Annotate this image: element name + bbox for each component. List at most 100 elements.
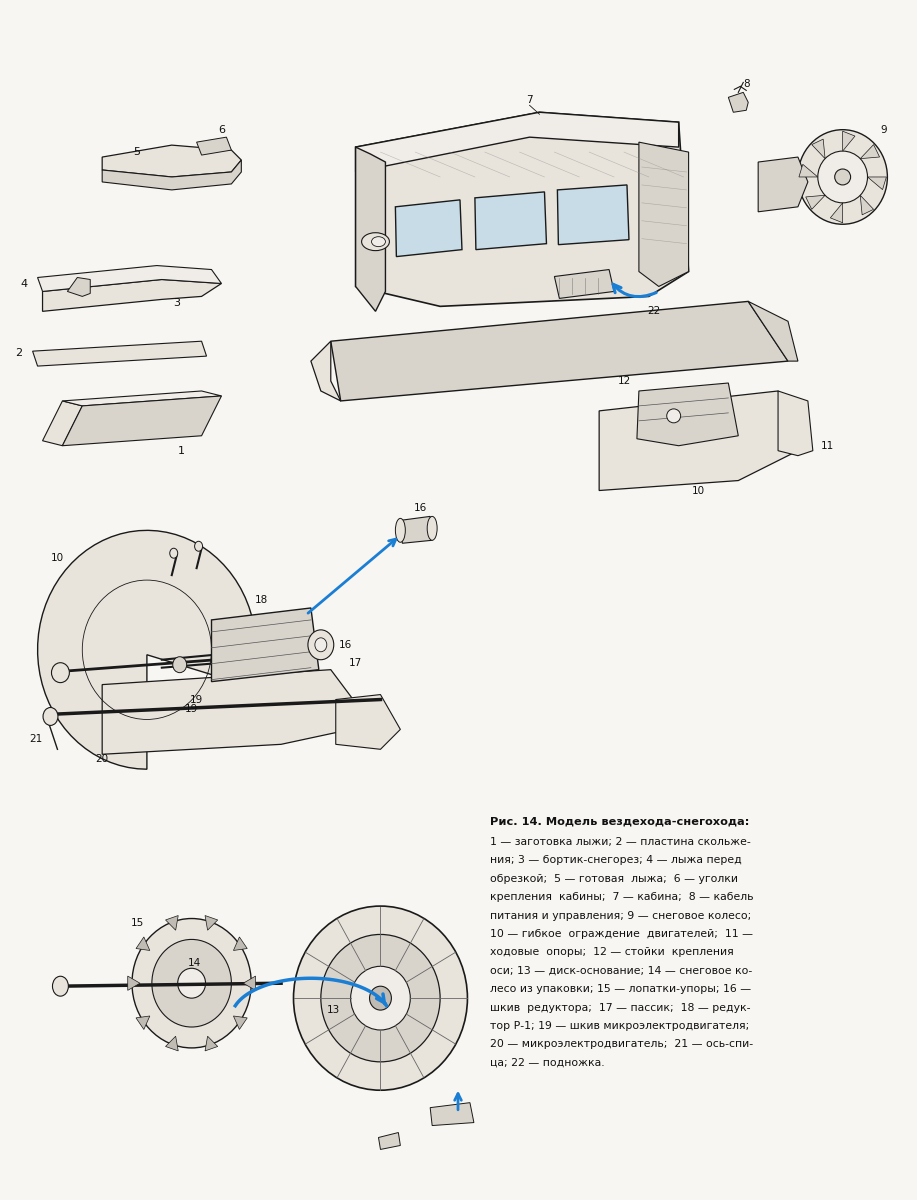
Text: 17: 17 (349, 658, 362, 667)
Text: 21: 21 (29, 734, 42, 744)
Ellipse shape (293, 906, 468, 1091)
Ellipse shape (371, 236, 385, 247)
Polygon shape (205, 916, 217, 930)
Text: 15: 15 (130, 918, 144, 929)
Polygon shape (860, 196, 874, 215)
Text: питания и управления; 9 — снеговое колесо;: питания и управления; 9 — снеговое колес… (490, 911, 751, 920)
Polygon shape (136, 937, 149, 950)
Text: 8: 8 (743, 79, 749, 89)
Ellipse shape (395, 518, 405, 542)
Polygon shape (127, 976, 140, 990)
Text: 10: 10 (50, 553, 64, 563)
Polygon shape (758, 157, 808, 212)
Text: 5: 5 (134, 148, 140, 157)
Text: 3: 3 (173, 299, 181, 308)
Text: шкив  редуктора;  17 — пассик;  18 — редук-: шкив редуктора; 17 — пассик; 18 — редук- (490, 1003, 750, 1013)
Text: 20 — микроэлектродвигатель;  21 — ось-спи-: 20 — микроэлектродвигатель; 21 — ось-спи… (490, 1039, 753, 1050)
Polygon shape (860, 144, 879, 158)
Text: ния; 3 — бортик-снегорез; 4 — лыжа перед: ния; 3 — бортик-снегорез; 4 — лыжа перед (490, 856, 742, 865)
Polygon shape (38, 265, 221, 292)
Polygon shape (356, 148, 385, 311)
Polygon shape (38, 530, 256, 769)
Ellipse shape (132, 918, 251, 1048)
Polygon shape (812, 139, 825, 158)
Text: лесо из упаковки; 15 — лопатки-упоры; 16 —: лесо из упаковки; 15 — лопатки-упоры; 16… (490, 984, 751, 995)
Ellipse shape (178, 968, 205, 998)
Ellipse shape (427, 516, 437, 540)
Text: 14: 14 (188, 959, 201, 968)
Text: 16: 16 (414, 504, 426, 514)
Polygon shape (212, 608, 319, 682)
Text: 1: 1 (178, 445, 185, 456)
Polygon shape (356, 113, 679, 172)
Ellipse shape (170, 548, 178, 558)
Ellipse shape (798, 130, 888, 224)
Text: 12: 12 (617, 376, 631, 386)
Text: 2: 2 (16, 348, 23, 358)
Text: 19: 19 (190, 695, 204, 704)
Ellipse shape (321, 935, 440, 1062)
Polygon shape (830, 203, 843, 223)
Polygon shape (42, 401, 83, 445)
Text: 16: 16 (339, 640, 352, 649)
Polygon shape (748, 301, 798, 361)
Text: Рис. 14. Модель вездехода-снегохода:: Рис. 14. Модель вездехода-снегохода: (490, 817, 749, 827)
Polygon shape (331, 301, 788, 401)
Polygon shape (33, 341, 206, 366)
Polygon shape (639, 142, 689, 287)
Text: оси; 13 — диск-основание; 14 — снеговое ко-: оси; 13 — диск-основание; 14 — снеговое … (490, 966, 752, 976)
Ellipse shape (43, 708, 58, 726)
Text: 11: 11 (821, 440, 834, 451)
Ellipse shape (361, 233, 390, 251)
Polygon shape (102, 670, 360, 755)
Polygon shape (558, 185, 629, 245)
Polygon shape (196, 137, 231, 155)
Polygon shape (62, 396, 221, 445)
Polygon shape (637, 383, 738, 445)
Text: 1 — заготовка лыжи; 2 — пластина скольже-: 1 — заготовка лыжи; 2 — пластина скольже… (490, 836, 750, 847)
Polygon shape (42, 280, 221, 311)
Text: 10: 10 (692, 486, 705, 496)
Text: тор Р-1; 19 — шкив микроэлектродвигателя;: тор Р-1; 19 — шкив микроэлектродвигателя… (490, 1021, 749, 1031)
Polygon shape (67, 277, 90, 296)
Polygon shape (234, 937, 248, 950)
Text: 7: 7 (526, 95, 533, 106)
Polygon shape (395, 200, 462, 257)
Polygon shape (166, 1037, 178, 1051)
Text: 20: 20 (95, 755, 109, 764)
Polygon shape (102, 145, 241, 176)
Polygon shape (599, 391, 798, 491)
Polygon shape (62, 391, 221, 406)
Ellipse shape (194, 541, 203, 551)
Text: обрезкой;  5 — готовая  лыжа;  6 — уголки: обрезкой; 5 — готовая лыжа; 6 — уголки (490, 874, 738, 883)
Text: 19: 19 (185, 704, 198, 714)
Polygon shape (401, 516, 432, 544)
Polygon shape (778, 391, 812, 456)
Polygon shape (430, 1103, 474, 1126)
Polygon shape (166, 916, 178, 930)
Text: 18: 18 (255, 595, 268, 605)
Text: 13: 13 (327, 1006, 340, 1015)
Text: ца; 22 — подножка.: ца; 22 — подножка. (490, 1058, 604, 1068)
Ellipse shape (315, 638, 326, 652)
Text: 9: 9 (880, 125, 887, 136)
Ellipse shape (308, 630, 334, 660)
Polygon shape (843, 131, 855, 151)
Text: 22: 22 (647, 306, 660, 317)
Polygon shape (102, 160, 241, 190)
Text: крепления  кабины;  7 — кабина;  8 — кабель: крепления кабины; 7 — кабина; 8 — кабель (490, 892, 753, 902)
Text: ходовые  опоры;  12 — стойки  крепления: ходовые опоры; 12 — стойки крепления (490, 947, 734, 958)
Ellipse shape (52, 977, 69, 996)
Ellipse shape (51, 662, 70, 683)
Polygon shape (243, 976, 256, 990)
Text: 4: 4 (20, 280, 28, 289)
Ellipse shape (834, 169, 851, 185)
Ellipse shape (172, 656, 187, 673)
Polygon shape (336, 695, 401, 749)
Ellipse shape (152, 940, 231, 1027)
Text: 6: 6 (218, 125, 225, 136)
Polygon shape (234, 1016, 248, 1030)
Ellipse shape (667, 409, 680, 422)
Polygon shape (136, 1016, 149, 1030)
Ellipse shape (350, 966, 410, 1030)
